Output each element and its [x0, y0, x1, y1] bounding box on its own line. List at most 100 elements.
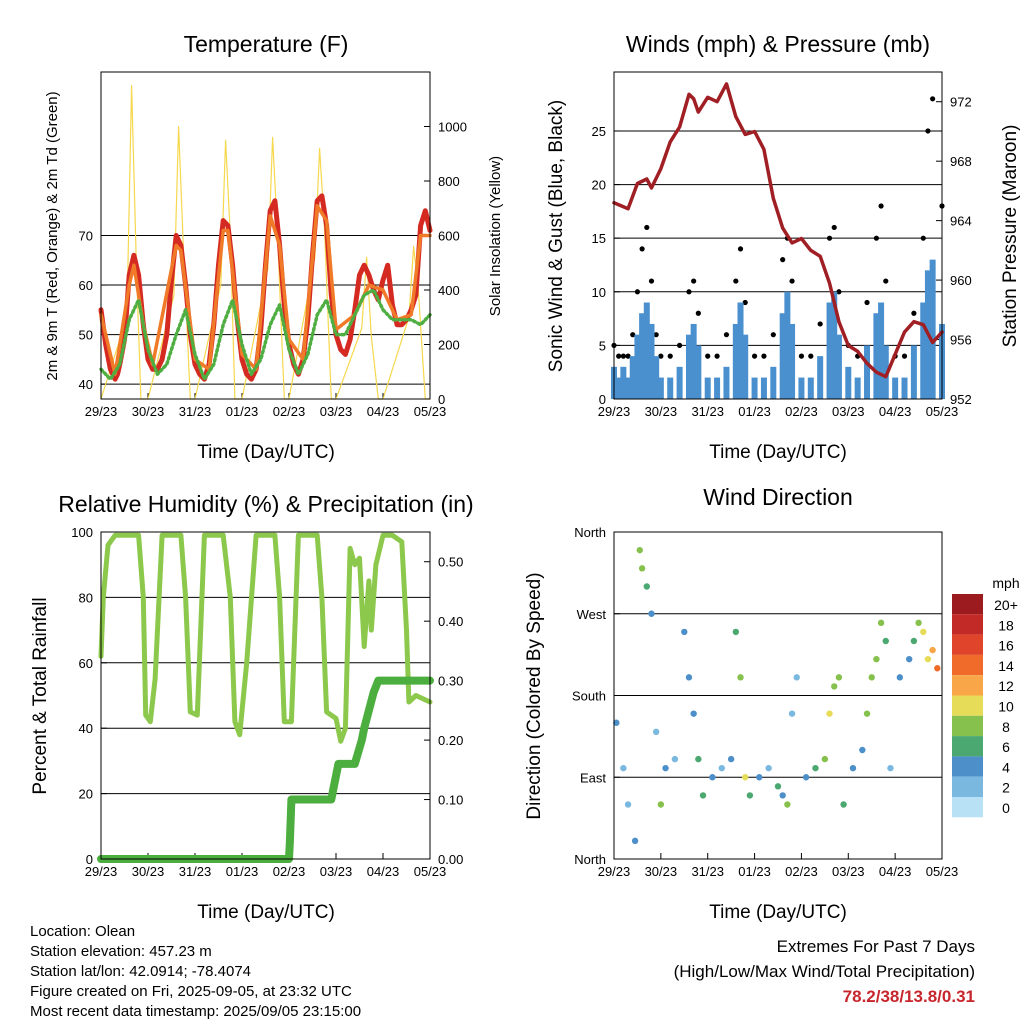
legend-swatch — [952, 634, 983, 655]
gust-point — [714, 353, 720, 359]
latlon-text: Station lat/lon: 42.0914; -78.4074 — [30, 963, 252, 980]
direction-point — [613, 719, 620, 726]
y-tick-label: 100 — [71, 525, 93, 540]
legend-label: 18 — [998, 617, 1014, 633]
direction-point — [920, 628, 927, 636]
y-tick-label: 10 — [592, 285, 606, 300]
y2-tick-label: 800 — [438, 174, 460, 189]
wind-bar — [620, 366, 627, 399]
y2-tick-label: 972 — [950, 95, 972, 110]
gust-point — [723, 332, 730, 338]
x-tick-label: 30/23 — [645, 404, 678, 419]
legend-label: 2 — [1002, 780, 1010, 796]
chart-title: Temperature (F) — [184, 31, 349, 57]
x-tick-label: 29/23 — [85, 864, 118, 879]
legend-swatch — [952, 776, 983, 797]
direction-point — [877, 619, 885, 627]
direction-point — [906, 655, 913, 663]
x-tick-label: 30/23 — [645, 864, 678, 879]
gust-point — [761, 353, 767, 359]
extremes-title: Extremes For Past 7 Days — [776, 937, 975, 956]
gust-point — [873, 235, 880, 241]
legend-swatch — [952, 736, 983, 757]
direction-point — [648, 610, 655, 617]
wind-bar — [667, 377, 674, 399]
direction-point — [774, 783, 782, 790]
direction-point — [802, 774, 810, 781]
gust-point — [789, 278, 795, 284]
direction-point — [788, 710, 796, 717]
x-tick-label: 02/23 — [785, 864, 818, 879]
direction-point — [765, 764, 772, 772]
wind-bar — [737, 302, 744, 399]
y2-tick-label: 400 — [438, 283, 460, 298]
direction-point — [812, 764, 819, 772]
chart-title: Wind Direction — [703, 484, 853, 510]
plot-frame — [613, 71, 943, 400]
y2-tick-label: 0.10 — [438, 793, 463, 808]
plot-frame — [613, 531, 943, 860]
gust-point — [705, 353, 711, 359]
location-text: Location: Olean — [30, 923, 136, 940]
legend-label: 12 — [998, 678, 1014, 694]
y-tick-label: 60 — [79, 656, 93, 671]
wind-bar — [789, 323, 796, 399]
direction-point — [746, 792, 754, 799]
wind-bar — [751, 377, 758, 399]
wind-bar — [929, 259, 936, 399]
wind-bar — [742, 334, 749, 399]
wind-bar — [685, 334, 692, 399]
direction-point — [709, 774, 716, 781]
wind-bar — [901, 377, 908, 399]
y2-tick-label: 968 — [950, 154, 972, 169]
x-axis-label: Time (Day/UTC) — [197, 902, 335, 923]
wind-bar — [817, 356, 824, 399]
direction-point — [662, 764, 669, 772]
x-tick-label: 30/23 — [132, 864, 165, 879]
x-axis-label: Time (Day/UTC) — [709, 902, 847, 923]
y2-tick-label: 0 — [438, 392, 445, 407]
y-tick-label: North — [574, 852, 606, 867]
x-tick-label: 02/23 — [273, 864, 306, 879]
direction-point — [742, 774, 749, 781]
gust-point — [798, 353, 805, 359]
x-tick-label: 01/23 — [738, 404, 771, 419]
legend-label: 10 — [998, 699, 1014, 715]
precip-line — [97, 676, 434, 863]
legend-label: 14 — [998, 658, 1014, 674]
gust-point — [639, 246, 645, 252]
x-tick-label: 29/23 — [85, 404, 118, 419]
x-tick-label: 29/23 — [598, 864, 631, 879]
direction-point — [732, 628, 740, 636]
legend-swatch — [952, 797, 983, 818]
wind-bar — [714, 377, 721, 399]
direction-point — [636, 546, 643, 554]
direction-point — [826, 710, 833, 717]
legend-title: mph — [992, 575, 1019, 591]
y-axis-label: Sonic Wind & Gust (Blue, Black) — [546, 100, 567, 372]
direction-point — [685, 674, 693, 681]
plot-frame — [100, 71, 431, 400]
chart-title: Relative Humidity (%) & Precipitation (i… — [58, 491, 473, 517]
direction-point — [929, 646, 936, 654]
x-tick-label: 02/23 — [273, 404, 306, 419]
direction-point — [831, 683, 838, 690]
legend-swatch — [952, 614, 983, 635]
wind-bar — [615, 377, 622, 399]
legend-label: 6 — [1002, 739, 1010, 755]
direction-point — [887, 764, 894, 772]
x-tick-label: 05/23 — [414, 404, 447, 419]
y-tick-label: 15 — [592, 231, 606, 246]
gust-point — [808, 353, 814, 359]
gust-point — [742, 299, 748, 306]
gust-point — [695, 310, 701, 316]
gust-point — [770, 332, 776, 338]
y2-tick-label: 956 — [950, 333, 972, 348]
gust-point — [925, 128, 931, 134]
legend-label: 20+ — [994, 597, 1018, 613]
x-tick-label: 04/23 — [879, 404, 912, 419]
y-tick-label: East — [580, 770, 606, 785]
y2-tick-label: 0.30 — [438, 674, 463, 689]
direction-point — [737, 674, 744, 681]
direction-point — [727, 755, 735, 763]
